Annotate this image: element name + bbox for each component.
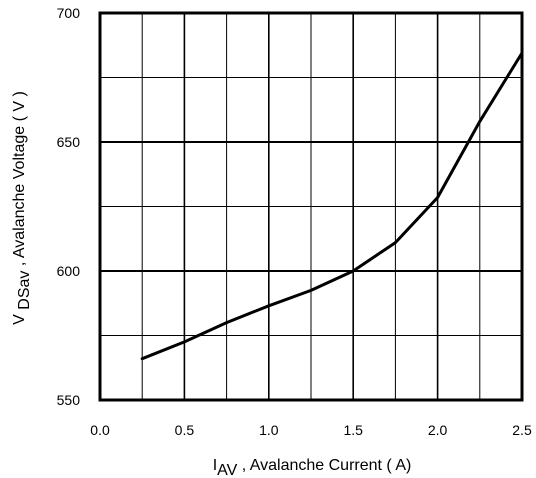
x-axis-label-sub: AV xyxy=(217,462,237,478)
x-axis-label: IAV , Avalanche Current ( A) xyxy=(213,457,412,478)
x-axis-label-main: I xyxy=(213,457,217,474)
y-tick-label: 650 xyxy=(57,134,81,150)
y-axis-label: V DSav , Avalanche Voltage ( V ) xyxy=(11,91,33,325)
series-line xyxy=(140,51,524,361)
x-tick-label: 1.0 xyxy=(259,422,279,438)
y-tick-label: 550 xyxy=(57,392,81,408)
x-tick-label: 2.0 xyxy=(428,422,448,438)
y-axis-label-main: V xyxy=(11,310,28,325)
x-axis-label-rest: , Avalanche Current ( A) xyxy=(237,457,411,474)
x-tick-label: 2.5 xyxy=(512,422,532,438)
y-axis-label-rest: , Avalanche Voltage ( V ) xyxy=(11,91,28,270)
y-tick-labels: 550 600 650 700 xyxy=(57,5,81,408)
x-tick-label: 1.5 xyxy=(343,422,363,438)
y-tick-label: 700 xyxy=(57,5,81,21)
plot-frame xyxy=(98,11,524,402)
x-tick-label: 0.0 xyxy=(90,422,110,438)
x-tick-label: 0.5 xyxy=(175,422,195,438)
grid xyxy=(100,13,522,400)
y-tick-label: 600 xyxy=(57,263,81,279)
y-axis-label-sub: DSav xyxy=(16,271,33,310)
x-tick-labels: 0.0 0.5 1.0 1.5 2.0 2.5 xyxy=(90,422,532,438)
